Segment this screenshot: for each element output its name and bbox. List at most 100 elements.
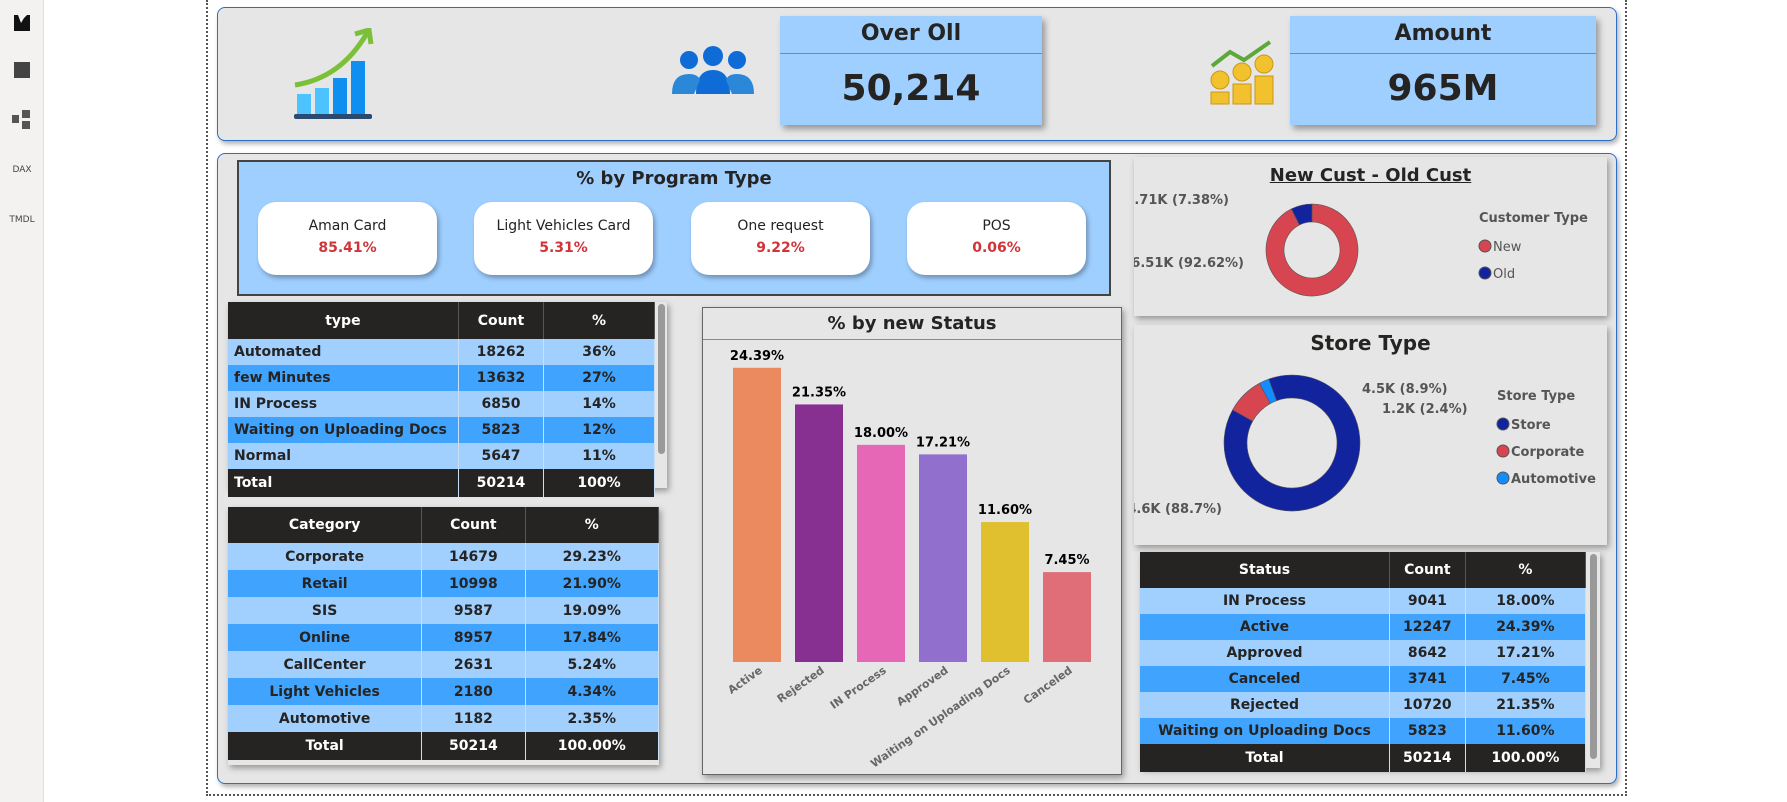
program-type-percent: 85.41% [318,240,377,256]
x-tick-label: Active [726,664,765,697]
program-type-card: One request 9.22% [691,202,870,275]
total-cell: 100.00% [525,732,660,760]
table-cell: 36% [543,339,655,365]
table-row: Waiting on Uploading Docs 5823 11.60% [1140,718,1587,744]
status-bar-chart: % by new Status 24.39% Active 21.35% Reject… [702,307,1122,775]
total-cell: 100% [543,469,655,497]
tmdl-view-icon[interactable]: TMDL [9,208,35,232]
table-cell: 6850 [458,391,545,417]
column-header[interactable]: Count [421,507,526,543]
growth-chart-icon [291,26,383,124]
bar[interactable] [981,522,1029,662]
x-tick-label: Canceled [1021,664,1075,707]
table-cell: 14% [543,391,655,417]
column-header[interactable]: % [1465,552,1587,588]
table-cell: IN Process [228,391,459,417]
x-tick-label: IN Process [828,664,889,712]
legend-title: Customer Type [1479,211,1588,226]
table-row: IN Process 6850 14% [228,391,655,417]
amount-kpi-card: Amount 965M [1290,16,1596,125]
table-cell: Approved [1140,640,1390,666]
donut-slice[interactable] [1223,374,1361,512]
bar[interactable] [919,454,967,662]
donut-slice[interactable] [1291,203,1313,226]
table-cell: 27% [543,365,655,391]
donut-slice[interactable] [1265,203,1359,297]
model-view-icon[interactable] [10,108,34,132]
total-cell: Total [228,732,423,760]
customer-donut-title: New Cust - Old Cust [1269,165,1472,186]
table-cell: Rejected [1140,692,1390,718]
overall-kpi-title: Over Oll [780,16,1042,54]
table-row: Corporate 14679 29.23% [228,543,660,570]
table-row: SIS 9587 19.09% [228,597,660,624]
legend-item[interactable]: Old [1493,267,1515,282]
dax-query-icon[interactable]: DAX [10,158,34,182]
program-type-label: POS [982,218,1011,234]
table-cell: SIS [228,597,423,624]
bar-chart-title: % by new Status [703,308,1121,340]
table-row: CallCenter 2631 5.24% [228,651,660,678]
table-row: Canceled 3741 7.45% [1140,666,1587,692]
amount-kpi-title: Amount [1290,16,1596,54]
table-row: IN Process 9041 18.00% [1140,588,1587,614]
table-cell: Automotive [228,705,423,732]
table-row: Online 8957 17.84% [228,624,660,651]
tmdl-label: TMDL [9,215,35,225]
donut-slice[interactable] [1258,378,1277,404]
column-header[interactable]: type [228,302,459,339]
bar[interactable] [733,367,781,662]
report-view-icon[interactable] [10,10,34,34]
legend-marker [1496,417,1510,431]
table-cell: Corporate [228,543,423,570]
store-donut-title: Store Type [1310,331,1431,355]
coins-growth-icon [1208,40,1280,110]
table-cell: 8642 [1389,640,1466,666]
table-header-row: Status Count% [1140,552,1587,588]
column-header[interactable]: % [525,507,660,543]
table-cell: 17.21% [1465,640,1587,666]
table-cell: CallCenter [228,651,423,678]
bar[interactable] [857,444,905,662]
legend-marker [1478,266,1492,280]
bar[interactable] [1043,572,1091,662]
bar[interactable] [795,404,843,662]
bar-data-label: 11.60% [978,503,1032,518]
table-view-icon[interactable] [10,58,34,82]
bar-data-label: 18.00% [854,426,908,441]
donut-data-label: 1.2K (2.4%) [1382,402,1468,417]
table-row: few Minutes 13632 27% [228,365,655,391]
column-header[interactable]: Count [458,302,545,339]
table-cell: 2180 [421,678,526,705]
legend-item[interactable]: Store [1511,418,1551,433]
store-type-donut: Store Type 44.6K (88.7%) Store 4.5K (8.9%)… [1134,325,1607,545]
program-type-percent: 5.31% [539,240,588,256]
table-cell: 18262 [458,339,545,365]
legend-item[interactable]: Automotive [1511,472,1596,487]
table-cell: 10998 [421,570,526,597]
column-header[interactable]: Category [228,507,423,543]
table-cell: 29.23% [525,543,660,570]
column-header[interactable]: Count [1389,552,1466,588]
table-header-row: Category Count% [228,507,660,543]
scrollbar[interactable] [658,304,665,454]
total-cell: Total [1140,744,1390,772]
table-cell: IN Process [1140,588,1390,614]
report-canvas [206,0,1627,796]
legend-item[interactable]: New [1493,240,1522,255]
legend-item[interactable]: Corporate [1511,445,1585,460]
table-cell: 13632 [458,365,545,391]
table-cell: 11.60% [1465,718,1587,744]
table-row: Normal 5647 11% [228,443,655,469]
table-row: Automated 18262 36% [228,339,655,365]
column-header[interactable]: % [543,302,655,339]
bar-data-label: 7.45% [1044,553,1089,568]
legend-title: Store Type [1497,389,1575,404]
table-cell: 11% [543,443,655,469]
table-cell: 5823 [458,417,545,443]
column-header[interactable]: Status [1140,552,1390,588]
table-cell: Active [1140,614,1390,640]
table-cell: 14679 [421,543,526,570]
scrollbar[interactable] [1590,554,1597,759]
table-cell: Retail [228,570,423,597]
